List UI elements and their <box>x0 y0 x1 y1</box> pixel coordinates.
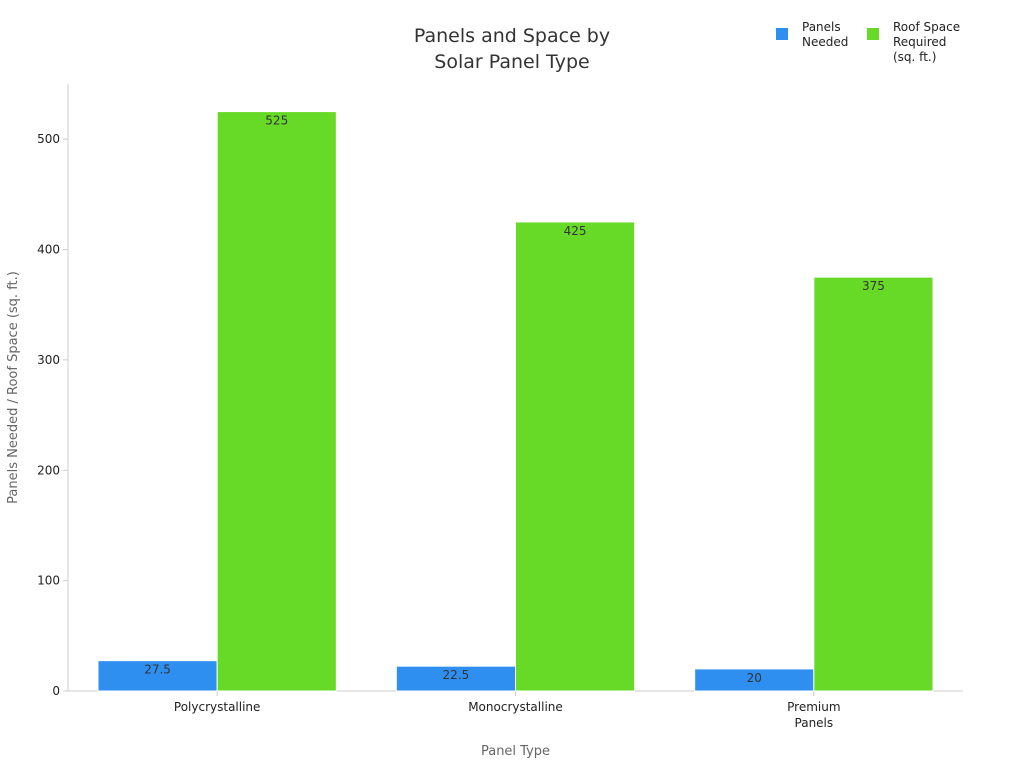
x-tick-label: Polycrystalline <box>174 700 261 714</box>
y-tick-label: 400 <box>37 243 60 257</box>
bar-data-label: 425 <box>564 224 587 238</box>
bar-data-label: 375 <box>862 279 885 293</box>
legend-label-line: Needed <box>802 35 848 49</box>
bar-roof-space-0 <box>216 111 337 692</box>
bar-roof-space-2 <box>813 276 934 692</box>
legend-swatch[interactable] <box>776 28 788 40</box>
y-tick-label: 500 <box>37 132 60 146</box>
x-tick-label-line: Monocrystalline <box>468 700 563 714</box>
bar-data-label: 20 <box>747 671 762 685</box>
chart-title: Panels and Space by Solar Panel Type <box>414 25 610 73</box>
bar-panels-needed-1 <box>395 665 517 692</box>
x-tick-label: Premium Panels <box>787 700 840 730</box>
x-axis-label: Panel Type <box>481 744 550 759</box>
bar-roof-space-1 <box>515 221 636 692</box>
x-tick-label-line: Premium <box>787 700 840 714</box>
chart-title-line: Solar Panel Type <box>434 51 589 73</box>
legend-label-line: Required <box>893 35 946 49</box>
x-tick-label-line: Panels <box>795 716 834 730</box>
y-tick-label: 200 <box>37 463 60 477</box>
bar-data-label: 22.5 <box>443 668 470 682</box>
legend-label: Panels Needed <box>802 20 848 49</box>
bar-data-label: 27.5 <box>144 663 171 677</box>
legend-label: Roof Space Required (sq. ft.) <box>893 20 960 64</box>
legend-label-line: Roof Space <box>893 20 960 34</box>
legend-label-line: Panels <box>802 20 841 34</box>
y-tick-label: 0 <box>52 684 60 698</box>
chart-title-line: Panels and Space by <box>414 25 610 47</box>
y-tick-label: 300 <box>37 353 60 367</box>
x-tick-label: Monocrystalline <box>468 700 563 714</box>
y-tick-label: 100 <box>37 574 60 588</box>
legend-swatch[interactable] <box>867 28 879 40</box>
y-axis-label: Panels Needed / Roof Space (sq. ft.) <box>6 271 21 504</box>
legend-label-line: (sq. ft.) <box>893 50 936 64</box>
x-tick-label-line: Polycrystalline <box>174 700 261 714</box>
bar-data-label: 525 <box>265 114 288 128</box>
